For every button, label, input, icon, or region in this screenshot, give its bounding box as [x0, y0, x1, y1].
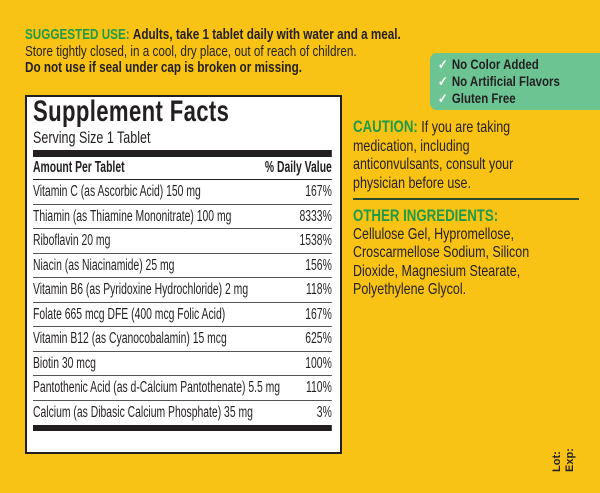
suggested-use-heading: SUGGESTED USE:	[25, 26, 130, 43]
check-icon: ✓	[438, 91, 448, 106]
nutrient-row: Pantothenic Acid (as d-Calcium Pantothen…	[33, 376, 332, 401]
nutrient-row: Vitamin B12 (as Cyanocobalamin) 15 mcg 62…	[33, 327, 332, 352]
claim-item: ✓ No Color Added	[438, 57, 539, 72]
other-ingredients-section: OTHER INGREDIENTS: Cellulose Gel, Hyprom…	[353, 206, 530, 298]
nutrient-name: Calcium (as Dibasic Calcium Phosphate) 3…	[33, 403, 253, 421]
nutrient-row: Biotin 30 mcg 100%	[33, 352, 332, 376]
nutrient-row: Folate 665 mcg DFE (400 mcg Folic Acid) 1…	[33, 303, 332, 327]
nutrient-name: Vitamin B12 (as Cyanocobalamin) 15 mcg	[33, 330, 227, 347]
facts-header-row: Amount Per Tablet % Daily Value	[33, 157, 332, 180]
claims-badge: ✓ No Color Added ✓ No Artificial Flavors ✓…	[430, 53, 600, 110]
supplement-facts-panel: Supplement Facts Serving Size 1 Tablet A…	[25, 95, 342, 454]
nutrient-name: Pantothenic Acid (as d-Calcium Pantothen…	[33, 379, 281, 396]
nutrient-dv: 167%	[305, 183, 332, 200]
caution-section: CAUTION: If you are taking medication, i…	[353, 117, 514, 192]
facts-title: Supplement Facts	[33, 95, 230, 128]
nutrient-row: Calcium (as Dibasic Calcium Phosphate) 3…	[33, 401, 332, 425]
claim-item: ✓ Gluten Free	[438, 91, 516, 106]
nutrient-dv: 118%	[306, 281, 332, 298]
bottom-rule	[33, 425, 332, 431]
lot-label: Lot:	[551, 451, 563, 472]
lot-exp-stamp: Lot: Exp:	[551, 448, 577, 472]
dv-header: % Daily Value	[264, 159, 332, 176]
nutrient-row: Vitamin C (as Ascorbic Acid) 150 mg 167%	[33, 180, 332, 205]
nutrient-row: Thiamin (as Thiamine Mononitrate) 100 mg…	[33, 205, 332, 229]
storage-text: Store tightly closed, in a cool, dry pla…	[25, 42, 357, 60]
nutrient-name: Vitamin C (as Ascorbic Acid) 150 mg	[33, 183, 201, 200]
nutrient-name: Biotin 30 mcg	[33, 354, 96, 372]
nutrient-dv: 100%	[305, 354, 332, 372]
exp-label: Exp:	[564, 448, 576, 472]
nutrient-name: Vitamin B6 (as Pyridoxine Hydrochloride)…	[33, 281, 249, 298]
suggested-use-text: Adults, take 1 tablet daily with water a…	[132, 26, 401, 43]
nutrient-dv: 1538%	[299, 232, 332, 249]
nutrient-name: Thiamin (as Thiamine Mononitrate) 100 mg	[33, 207, 232, 225]
serving-size: Serving Size 1 Tablet	[33, 128, 151, 147]
amount-header: Amount Per Tablet	[33, 159, 125, 176]
check-icon: ✓	[438, 74, 448, 89]
nutrient-dv: 8333%	[299, 207, 332, 225]
nutrient-name: Folate 665 mcg DFE (400 mcg Folic Acid)	[33, 305, 226, 323]
directions: SUGGESTED USE: Adults, take 1 tablet dai…	[25, 26, 401, 77]
nutrient-dv: 156%	[305, 256, 332, 274]
nutrient-name: Niacin (as Niacinamide) 25 mg	[33, 256, 175, 274]
nutrient-name: Riboflavin 20 mg	[33, 232, 111, 249]
nutrient-row: Riboflavin 20 mg 1538%	[33, 229, 332, 254]
section-divider	[353, 198, 579, 200]
nutrient-row: Vitamin B6 (as Pyridoxine Hydrochloride)…	[33, 278, 332, 303]
thick-rule	[33, 150, 332, 157]
nutrient-dv: 625%	[305, 330, 332, 347]
caution-heading: CAUTION:	[353, 117, 418, 136]
nutrient-dv: 110%	[306, 379, 332, 396]
nutrient-dv: 3%	[316, 403, 332, 421]
other-ingredients-heading: OTHER INGREDIENTS:	[353, 206, 499, 225]
claim-item: ✓ No Artificial Flavors	[438, 74, 560, 89]
nutrient-row: Niacin (as Niacinamide) 25 mg 156%	[33, 254, 332, 278]
seal-warning: Do not use if seal under cap is broken o…	[25, 59, 302, 76]
check-icon: ✓	[438, 57, 448, 72]
nutrient-dv: 167%	[305, 305, 332, 323]
